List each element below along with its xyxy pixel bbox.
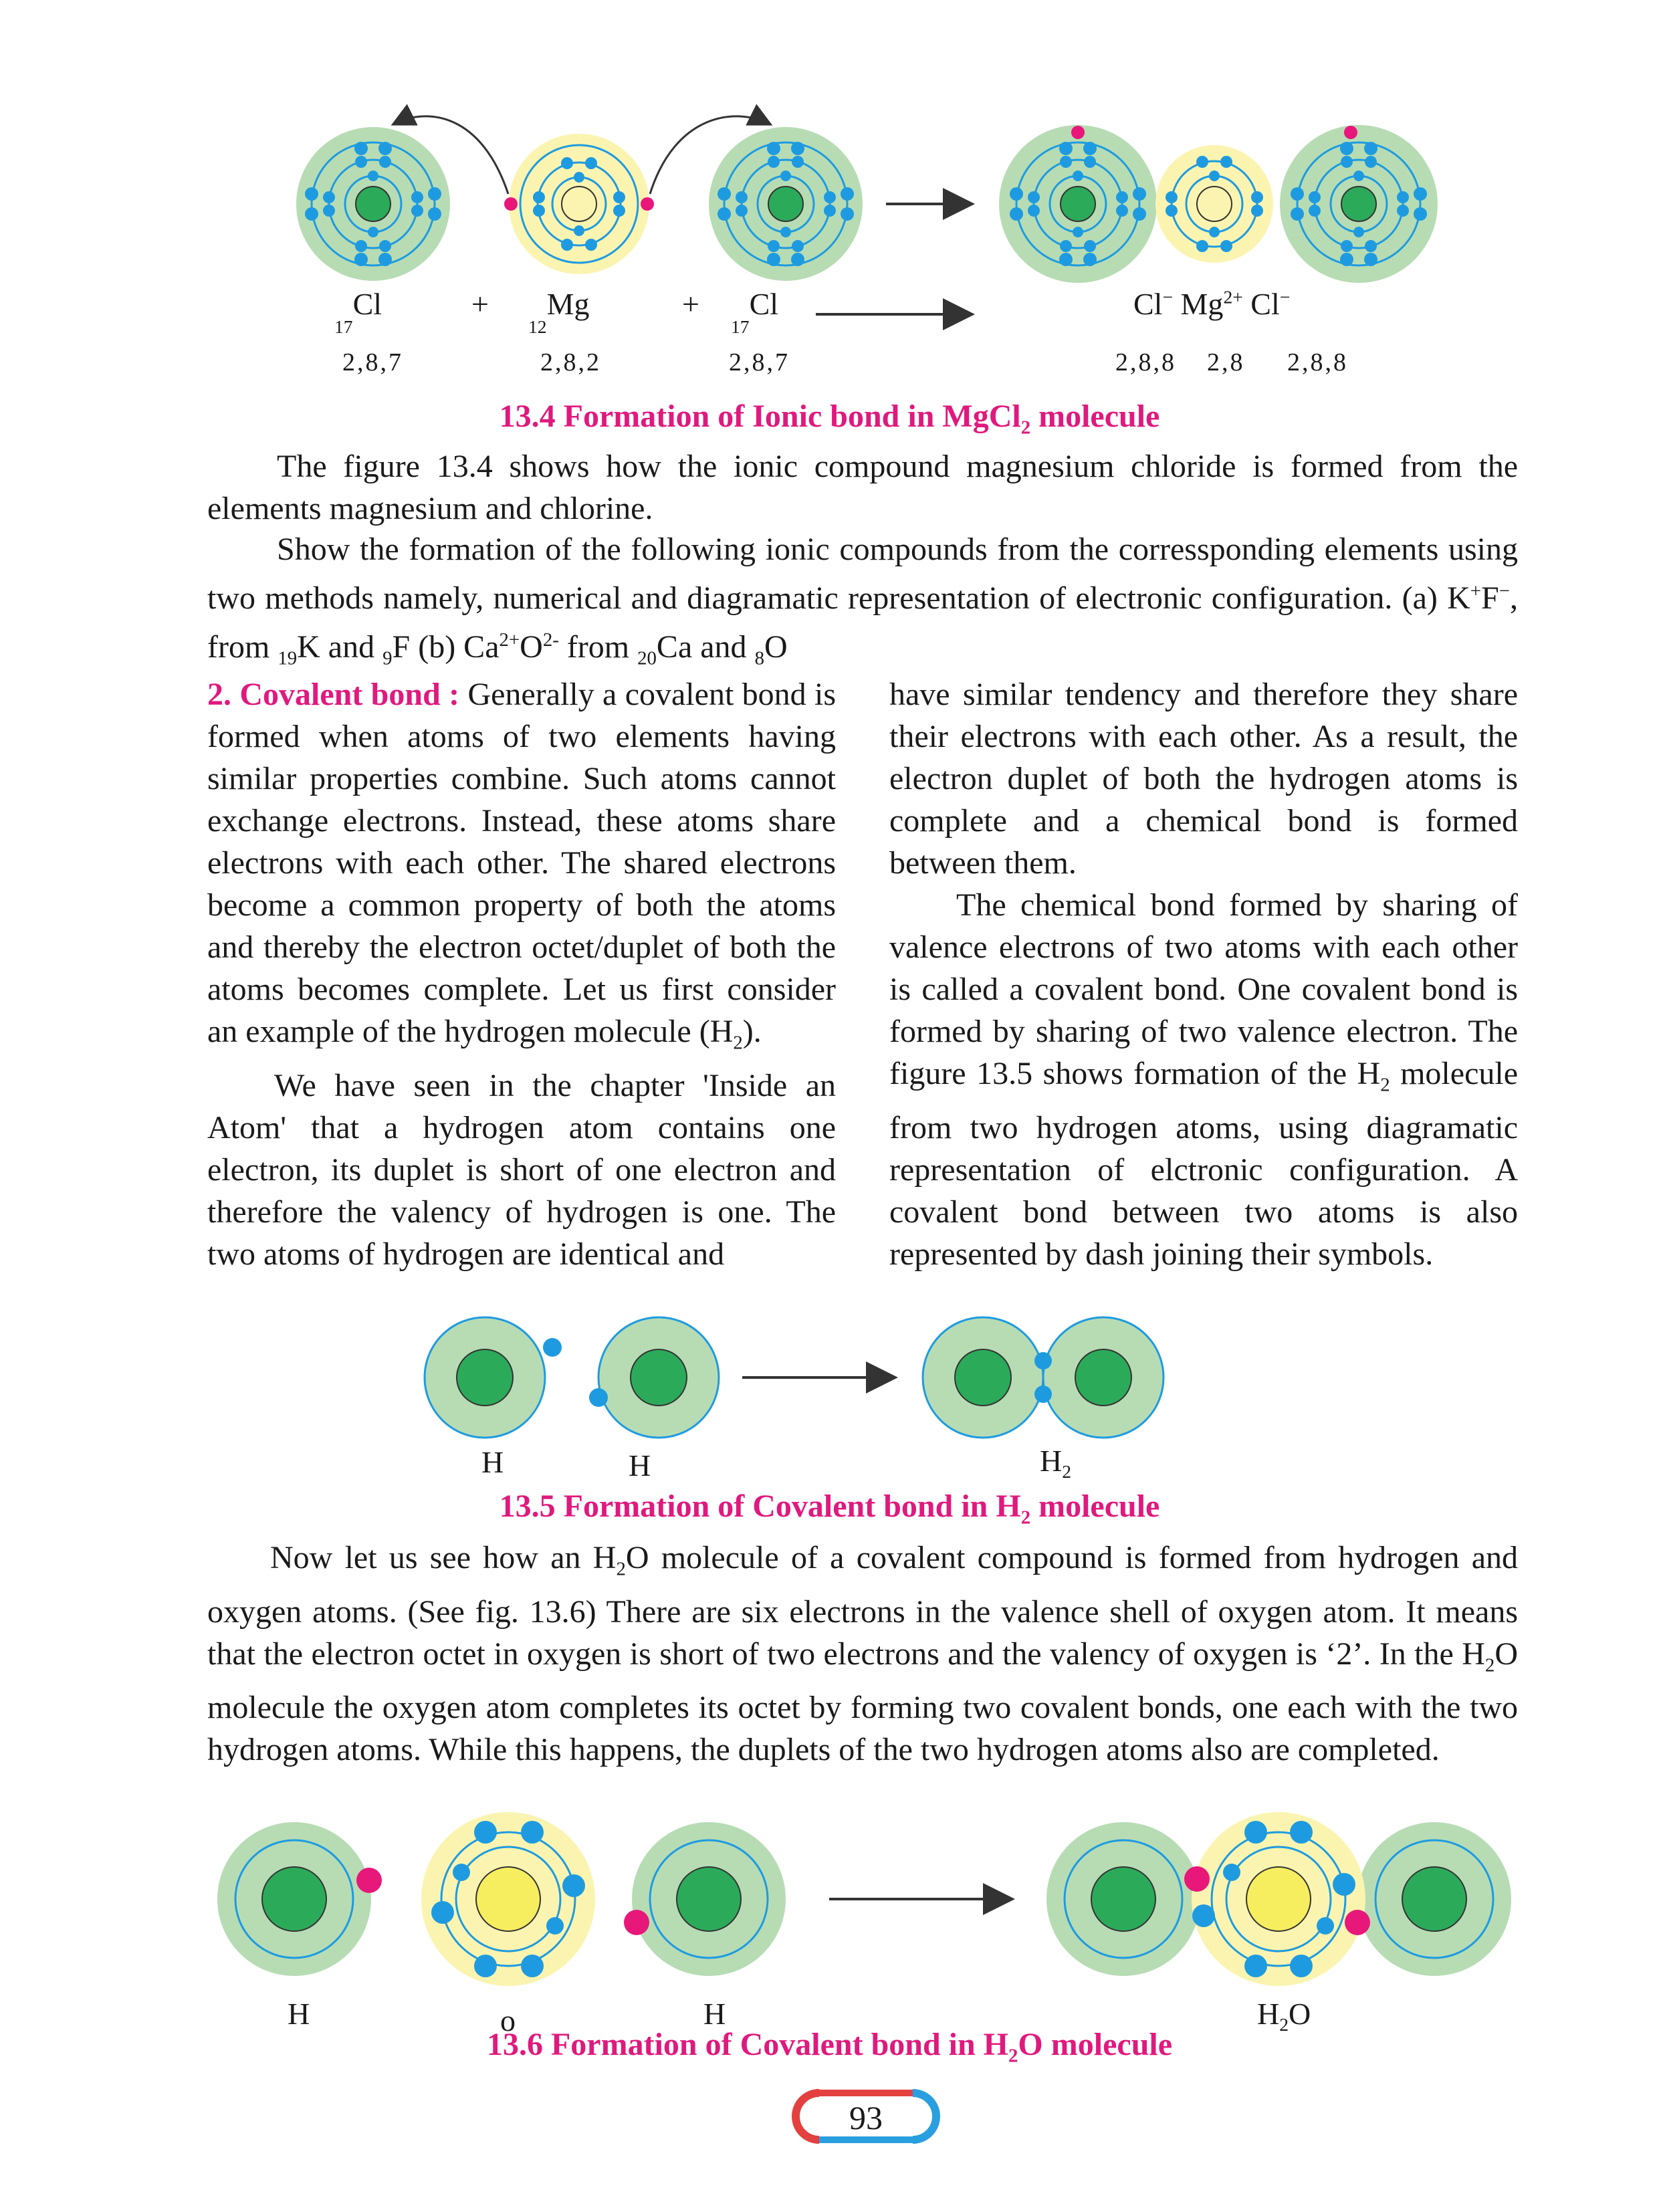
label-h-left: H [288, 1997, 310, 2031]
hydrogen-molecule [921, 1316, 1165, 1439]
paragraph-figure-13-4: The figure 13.4 shows how the ionic comp… [207, 449, 1518, 526]
label-h2o: H2O [1257, 1997, 1311, 2035]
oxygen-atom [421, 1812, 595, 1986]
magnesium-atom [504, 134, 654, 274]
figure-13-6-diagram [217, 1812, 1511, 1986]
hydrogen-atom-right [624, 1822, 786, 1976]
page-number: 93 [849, 2099, 883, 2136]
figure-13-4-caption: 13.4 Formation of Ionic bond in MgCl2 mo… [499, 399, 1160, 439]
page-number-frame [792, 2089, 940, 2144]
chlorine-atom-1 [296, 127, 450, 281]
hydrogen-atom-2 [589, 1316, 720, 1439]
transfer-arrow-1 [391, 104, 510, 195]
config-cl-1: 2,8,7 [342, 348, 403, 376]
left-column: 2. Covalent bond : Generally a covalent … [207, 677, 836, 1272]
magnesium-ion [1155, 145, 1273, 263]
label-cl-reactant-1: 17Cl [334, 287, 382, 338]
right-column: have similar tendency and therefore they… [889, 677, 1519, 1272]
paragraph-exercise: Show the formation of the following ioni… [207, 532, 1518, 669]
config-magnesium-ion: 2,8 [1207, 348, 1245, 376]
label-o: o [500, 2003, 516, 2037]
label-h-right: H [703, 1997, 726, 2031]
config-chloride-2: 2,8,8 [1287, 348, 1348, 376]
label-cl-reactant-2: 17Cl [731, 287, 779, 338]
plus-sign-2: + [682, 287, 699, 321]
label-h-2: H [629, 1448, 651, 1482]
label-product-formula: Cl− Mg2+ Cl− [1133, 286, 1291, 321]
figure-13-5-diagram [423, 1316, 1165, 1439]
label-mg-reactant: 12Mg [528, 287, 590, 338]
config-chloride-1: 2,8,8 [1115, 348, 1176, 376]
paragraph-water-molecule: Now let us see how an H2O molecule of a … [207, 1540, 1519, 1768]
config-mg: 2,8,2 [540, 348, 601, 376]
water-molecule [1046, 1812, 1511, 1986]
chloride-ion-1 [999, 125, 1157, 283]
chlorine-atom-2 [709, 127, 863, 281]
figure-13-6-caption: 13.6 Formation of Covalent bond in H2O m… [486, 2027, 1173, 2067]
hydrogen-atom-1 [423, 1316, 562, 1439]
covalent-bond-heading: 2. Covalent bond : [207, 677, 460, 712]
label-h-1: H [481, 1445, 504, 1479]
figure-13-4-diagram [296, 104, 1438, 330]
hydrogen-atom-left [217, 1822, 382, 1976]
chloride-ion-2 [1280, 125, 1438, 283]
transfer-arrow-2 [649, 104, 773, 195]
config-cl-2: 2,8,7 [729, 348, 790, 376]
label-h2-molecule: H2 [1040, 1444, 1072, 1482]
figure-13-5-caption: 13.5 Formation of Covalent bond in H2 mo… [499, 1488, 1160, 1529]
plus-sign-1: + [471, 287, 489, 321]
